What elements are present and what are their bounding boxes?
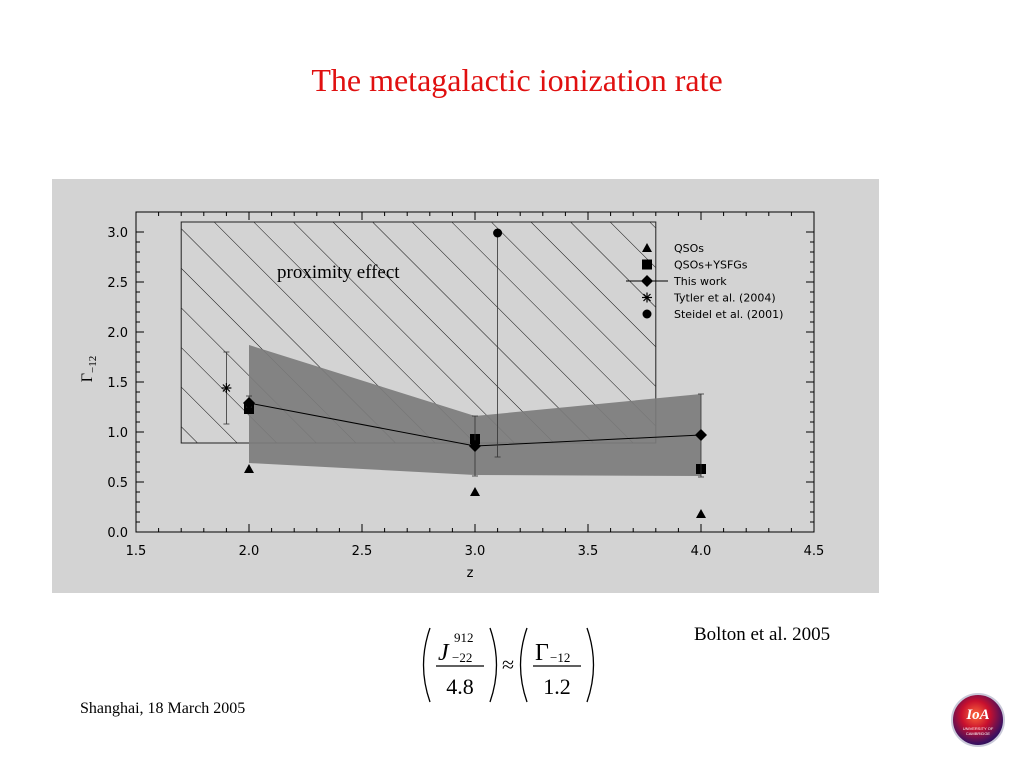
approx-sign: ≈ — [502, 652, 514, 677]
logo-wordmark: IoA — [966, 707, 990, 723]
right-denominator: 1.2 — [543, 674, 571, 699]
legend-marker-this-work — [641, 275, 653, 287]
shaded-band — [249, 345, 701, 476]
right-paren-open — [519, 627, 528, 703]
left-paren-close — [489, 627, 498, 703]
gamma-subscript: −12 — [550, 650, 570, 665]
y-tick-label: 2.0 — [107, 326, 128, 341]
x-tick-label: 3.0 — [465, 544, 486, 559]
y-axis-label: Γ−12 — [79, 356, 99, 382]
legend-label-tytler-et-al-2004: Tytler et al. (2004) — [673, 292, 776, 305]
y-tick-label: 2.5 — [107, 276, 128, 291]
gamma-symbol: Γ — [535, 640, 549, 666]
x-tick-label: 4.5 — [804, 544, 825, 559]
legend-marker-tytler-et-al-2004 — [642, 292, 652, 303]
qsos-point — [696, 509, 706, 518]
tytler-et-al-2004-point — [221, 383, 232, 393]
x-tick-label: 3.5 — [578, 544, 599, 559]
slide-title: The metagalactic ionization rate — [311, 62, 723, 98]
x-axis-label: z — [467, 566, 474, 581]
j-subscript: −22 — [452, 650, 472, 665]
this-work-point — [243, 397, 255, 409]
star-stroke — [222, 384, 231, 392]
ioa-cambridge-logo: IoA UNIVERSITY OF CAMBRIDGE — [951, 693, 1005, 747]
steidel-et-al-2001-point — [493, 228, 503, 238]
left-paren-open — [422, 627, 431, 703]
y-tick-label: 1.5 — [107, 376, 128, 391]
plot-panel: 1.5 2.0 2.5 3.0 3.5 4.0 4.5 0.0 0.5 1.0 1.5 2.0 2.5 3… — [52, 179, 879, 593]
x-tick-label: 4.0 — [691, 544, 712, 559]
this-work-point — [469, 440, 481, 452]
proximity-effect-label: proximity effect — [277, 262, 400, 283]
legend-label-this-work: This work — [673, 275, 727, 288]
right-paren-close — [586, 627, 595, 703]
legend-marker-steidel-et-al-2001 — [642, 309, 652, 319]
ionization-formula: J 912 −22 4.8 ≈ Γ −12 1.2 — [416, 622, 616, 708]
citation-credit: Bolton et al. 2005 — [694, 624, 831, 645]
ionization-rate-chart: 1.5 2.0 2.5 3.0 3.5 4.0 4.5 0.0 0.5 1.0 1.5 2.0 2.5 3… — [79, 211, 825, 581]
logo-sub-line1: UNIVERSITY OF — [962, 726, 994, 731]
y-tick-label: 3.0 — [107, 226, 128, 241]
y-axis-label-symbol: Γ — [79, 373, 96, 382]
logo-sub-line2: CAMBRIDGE — [965, 731, 991, 736]
x-tick-label: 2.0 — [239, 544, 260, 559]
logo-subtitle: UNIVERSITY OF CAMBRIDGE — [953, 726, 1003, 736]
y-tick-label: 1.0 — [107, 426, 128, 441]
x-tick-label: 2.5 — [352, 544, 373, 559]
legend-label-qsos: QSOs — [674, 242, 704, 255]
j-superscript: 912 — [454, 630, 474, 645]
legend-label-qsos-ysfgs: QSOs+YSFGs — [674, 259, 748, 272]
y-tick-label: 0.0 — [107, 526, 128, 541]
j-symbol: J — [438, 640, 450, 666]
footer-location-date: Shanghai, 18 March 2005 — [80, 700, 246, 717]
x-tick-label: 1.5 — [126, 544, 147, 559]
legend-marker-qsos — [642, 243, 652, 252]
legend-marker-qsos-ysfgs — [642, 259, 652, 270]
qsos-point — [470, 487, 480, 496]
star-stroke — [643, 293, 651, 302]
y-axis-label-subscript: −12 — [87, 356, 99, 373]
this-work-point — [695, 429, 707, 441]
qsos-point — [244, 464, 254, 473]
left-denominator: 4.8 — [446, 674, 474, 699]
y-tick-label: 0.5 — [107, 476, 128, 491]
legend-label-steidel-et-al-2001: Steidel et al. (2001) — [674, 308, 783, 321]
